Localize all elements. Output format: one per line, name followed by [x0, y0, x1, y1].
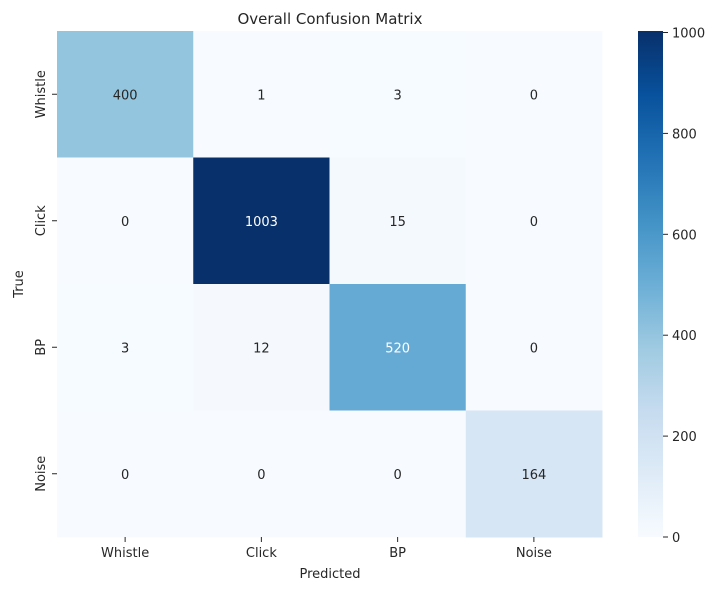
colorbar-tick-label: 200: [672, 430, 697, 445]
x-tick-label: Noise: [516, 546, 552, 561]
cell-value-label: 3: [121, 341, 129, 356]
heatmap-cell: [465, 157, 603, 285]
x-tick-label: Click: [246, 546, 277, 561]
heatmap-cell: [193, 284, 330, 411]
colorbar: [638, 31, 663, 537]
x-axis-label: Predicted: [299, 567, 360, 582]
cell-value-label: 0: [530, 88, 538, 103]
colorbar-tick-label: 1000: [672, 27, 705, 42]
colorbar-tick-label: 400: [672, 329, 697, 344]
chart-title: Overall Confusion Matrix: [238, 10, 423, 28]
heatmap-cell: [57, 410, 194, 538]
colorbar-tick-label: 0: [672, 531, 680, 546]
heatmap-cell: [329, 31, 467, 158]
heatmap-cells: [57, 31, 603, 538]
heatmap-cell: [57, 31, 194, 158]
cell-value-label: 3: [393, 88, 401, 103]
cell-value-label: 15: [389, 215, 406, 230]
heatmap-cell: [193, 31, 330, 158]
cell-value-label: 164: [521, 468, 546, 483]
x-tick-label: BP: [389, 546, 406, 561]
heatmap-cell: [465, 284, 603, 411]
heatmap-cell: [329, 284, 467, 411]
colorbar-ticks: 0 200 400 600 800 1000: [663, 27, 705, 546]
heatmap-cell: [329, 410, 467, 538]
heatmap-cell: [465, 410, 603, 538]
y-tick-label: Click: [34, 205, 49, 236]
heatmap-cell: [193, 410, 330, 538]
y-tick-label: BP: [34, 339, 49, 356]
heatmap-cell: [57, 157, 194, 285]
y-tick-label: Noise: [34, 456, 49, 492]
cell-value-label: 1003: [245, 215, 278, 230]
cell-value-label: 400: [113, 88, 138, 103]
y-tick-label: Whistle: [34, 70, 49, 118]
heatmap-cell: [193, 157, 330, 285]
heatmap-cell: [57, 284, 194, 411]
cell-value-label: 0: [121, 468, 129, 483]
cell-value-label: 12: [253, 341, 270, 356]
cell-value-labels: 400 1 3 0 0 1003 15 0 3 12 520 0 0 0 0 164: [113, 88, 547, 483]
cell-value-label: 0: [530, 215, 538, 230]
cell-value-label: 0: [393, 468, 401, 483]
cell-value-label: 0: [121, 215, 129, 230]
heatmap-cell: [329, 157, 467, 285]
cell-value-label: 1: [257, 88, 265, 103]
colorbar-tick-label: 800: [672, 127, 697, 142]
heatmap-cell: [465, 31, 603, 158]
y-axis-label: True: [12, 270, 27, 299]
y-axis: Whistle Click BP Noise: [34, 70, 57, 492]
colorbar-tick-label: 600: [672, 228, 697, 243]
cell-value-label: 0: [530, 341, 538, 356]
cell-value-label: 520: [385, 341, 410, 356]
x-tick-label: Whistle: [101, 546, 149, 561]
cell-value-label: 0: [257, 468, 265, 483]
x-axis: Whistle Click BP Noise: [101, 537, 552, 561]
